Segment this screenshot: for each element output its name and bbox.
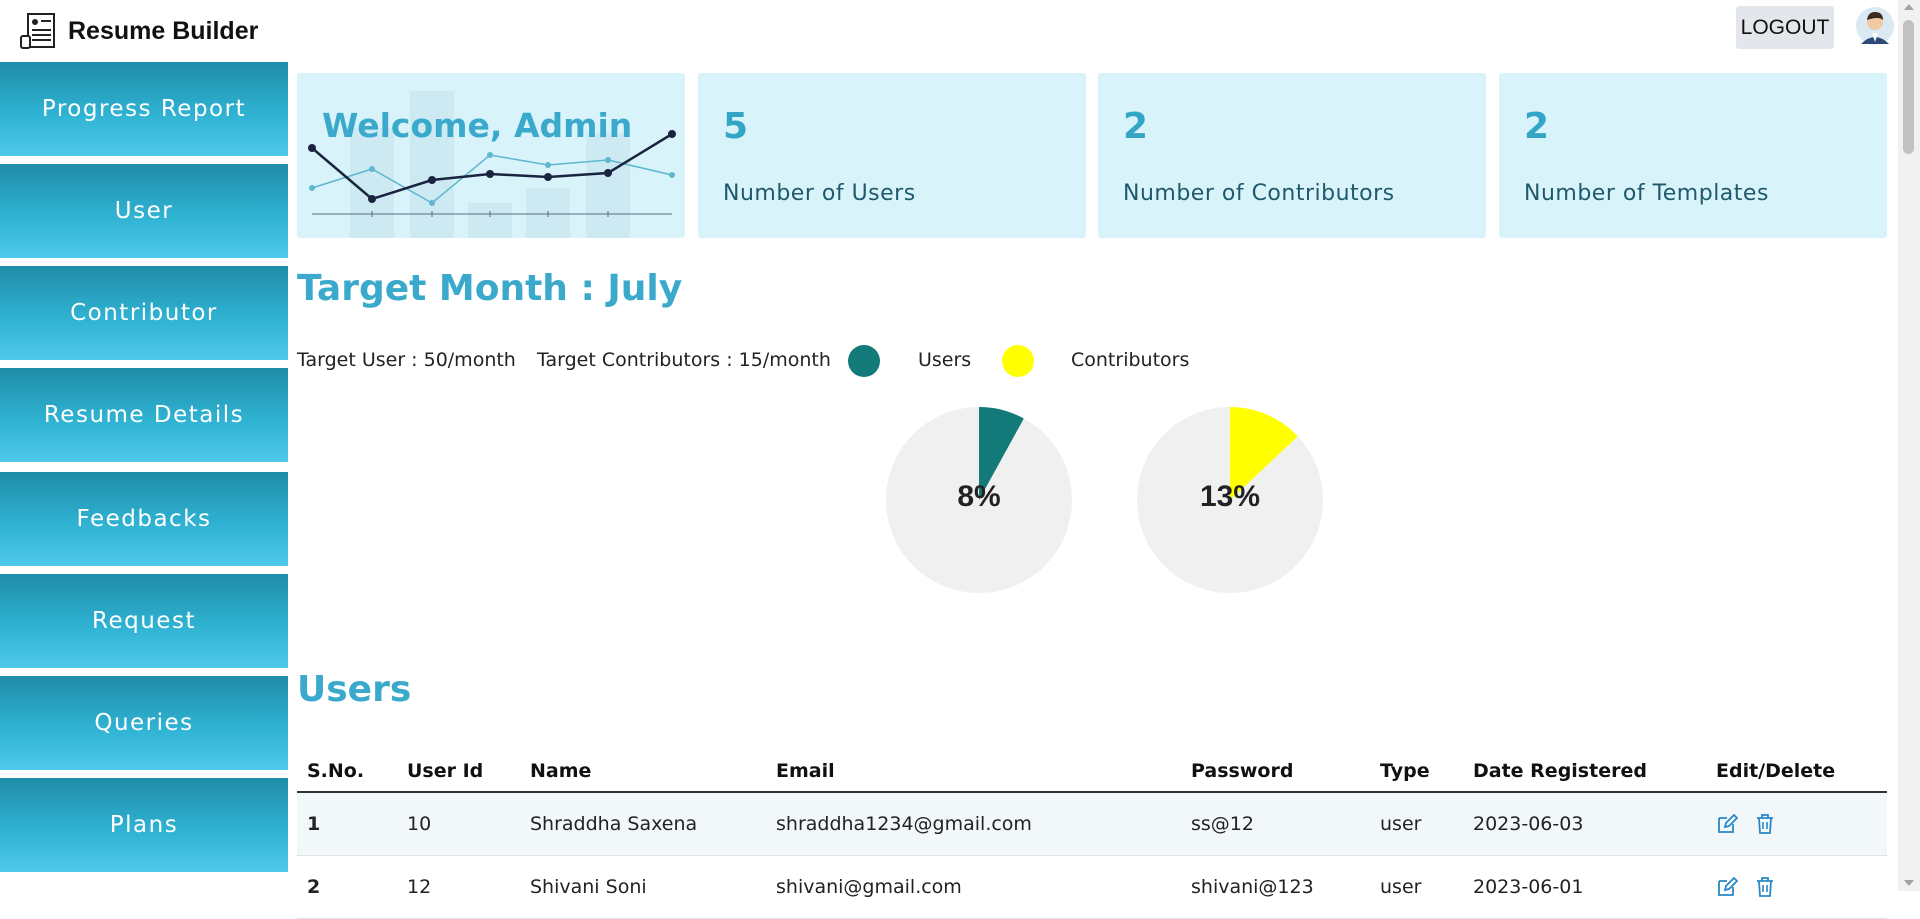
- users-count: 5: [723, 106, 749, 147]
- users-section-title: Users: [297, 669, 412, 710]
- cell-actions: [1706, 855, 1887, 919]
- scrollbar-thumb[interactable]: [1903, 20, 1914, 154]
- cell-password: shivani@123: [1181, 855, 1370, 919]
- table-row: 2 12 Shivani Soni shivani@gmail.com shiv…: [297, 855, 1887, 919]
- contributors-count-label: Number of Contributors: [1123, 181, 1395, 206]
- templates-count: 2: [1524, 106, 1550, 147]
- cell-date: 2023-06-03: [1463, 792, 1706, 856]
- sidebar-item-plans[interactable]: Plans: [0, 778, 288, 872]
- cell-sno: 1: [297, 792, 397, 856]
- contributors-count: 2: [1123, 106, 1149, 147]
- legend-users-swatch: [848, 345, 880, 377]
- col-edit-delete: Edit/Delete: [1706, 748, 1887, 793]
- sidebar-item-contributor[interactable]: Contributor: [0, 266, 288, 360]
- contributors-pie-chart: 13%: [1135, 405, 1325, 595]
- col-email: Email: [766, 748, 1181, 793]
- sidebar-item-resume-details[interactable]: Resume Details: [0, 368, 288, 462]
- sidebar-item-feedbacks[interactable]: Feedbacks: [0, 472, 288, 566]
- edit-icon[interactable]: [1716, 813, 1738, 835]
- col-date-registered: Date Registered: [1463, 748, 1706, 793]
- templates-count-label: Number of Templates: [1524, 181, 1769, 206]
- resume-document-icon: [20, 13, 55, 49]
- cell-email: shivani@gmail.com: [766, 855, 1181, 919]
- col-user-id: User Id: [397, 748, 520, 793]
- scroll-down-arrow-icon[interactable]: [1904, 880, 1914, 886]
- users-table: S.No. User Id Name Email Password Type D…: [297, 748, 1887, 919]
- welcome-heading: Welcome, Admin: [322, 106, 633, 145]
- sidebar-item-request[interactable]: Request: [0, 574, 288, 668]
- cell-user-id: 10: [397, 792, 520, 856]
- target-user-text: Target User : 50/month: [297, 349, 516, 371]
- cell-actions: [1706, 792, 1887, 856]
- cell-name: Shraddha Saxena: [520, 792, 766, 856]
- sidebar: Progress Report User Contributor Resume …: [0, 62, 288, 891]
- sidebar-item-progress-report[interactable]: Progress Report: [0, 62, 288, 156]
- app-title: Resume Builder: [68, 16, 259, 45]
- cell-type: user: [1370, 855, 1463, 919]
- target-month-title: Target Month : July: [297, 268, 683, 309]
- contributors-count-card[interactable]: 2 Number of Contributors: [1098, 73, 1486, 238]
- users-table-header-row: S.No. User Id Name Email Password Type D…: [297, 748, 1887, 793]
- sidebar-item-queries[interactable]: Queries: [0, 676, 288, 770]
- col-sno: S.No.: [297, 748, 397, 793]
- legend-contributors-swatch: [1002, 345, 1034, 377]
- logout-button[interactable]: LOGOUT: [1736, 6, 1834, 49]
- users-pie-label: 8%: [957, 480, 1001, 513]
- col-name: Name: [520, 748, 766, 793]
- sidebar-item-user[interactable]: User: [0, 164, 288, 258]
- chart-illustration-icon: [308, 91, 676, 238]
- users-count-card[interactable]: 5 Number of Users: [698, 73, 1086, 238]
- target-contributors-text: Target Contributors : 15/month: [537, 349, 831, 371]
- cell-date: 2023-06-01: [1463, 855, 1706, 919]
- user-avatar-icon[interactable]: [1855, 6, 1895, 46]
- cell-email: shraddha1234@gmail.com: [766, 792, 1181, 856]
- legend-contributors-label: Contributors: [1071, 349, 1190, 371]
- trash-icon[interactable]: [1754, 876, 1776, 898]
- top-bar: Resume Builder LOGOUT: [0, 0, 1898, 62]
- scroll-up-arrow-icon[interactable]: [1904, 4, 1914, 10]
- col-password: Password: [1181, 748, 1370, 793]
- cell-sno: 2: [297, 855, 397, 919]
- trash-icon[interactable]: [1754, 813, 1776, 835]
- cell-password: ss@12: [1181, 792, 1370, 856]
- table-row: 1 10 Shraddha Saxena shraddha1234@gmail.…: [297, 792, 1887, 856]
- users-pie-chart: 8%: [884, 405, 1074, 595]
- cell-type: user: [1370, 792, 1463, 856]
- users-pie-slice: [979, 407, 1024, 500]
- welcome-card: Welcome, Admin: [297, 73, 685, 238]
- cell-user-id: 12: [397, 855, 520, 919]
- cell-name: Shivani Soni: [520, 855, 766, 919]
- users-count-label: Number of Users: [723, 181, 916, 206]
- edit-icon[interactable]: [1716, 876, 1738, 898]
- brand[interactable]: Resume Builder: [20, 12, 258, 50]
- col-type: Type: [1370, 748, 1463, 793]
- legend-users-label: Users: [918, 349, 972, 371]
- contributors-pie-slice: [1230, 407, 1298, 500]
- templates-count-card[interactable]: 2 Number of Templates: [1499, 73, 1887, 238]
- page-scrollbar[interactable]: [1898, 0, 1920, 891]
- contributors-pie-label: 13%: [1199, 480, 1261, 513]
